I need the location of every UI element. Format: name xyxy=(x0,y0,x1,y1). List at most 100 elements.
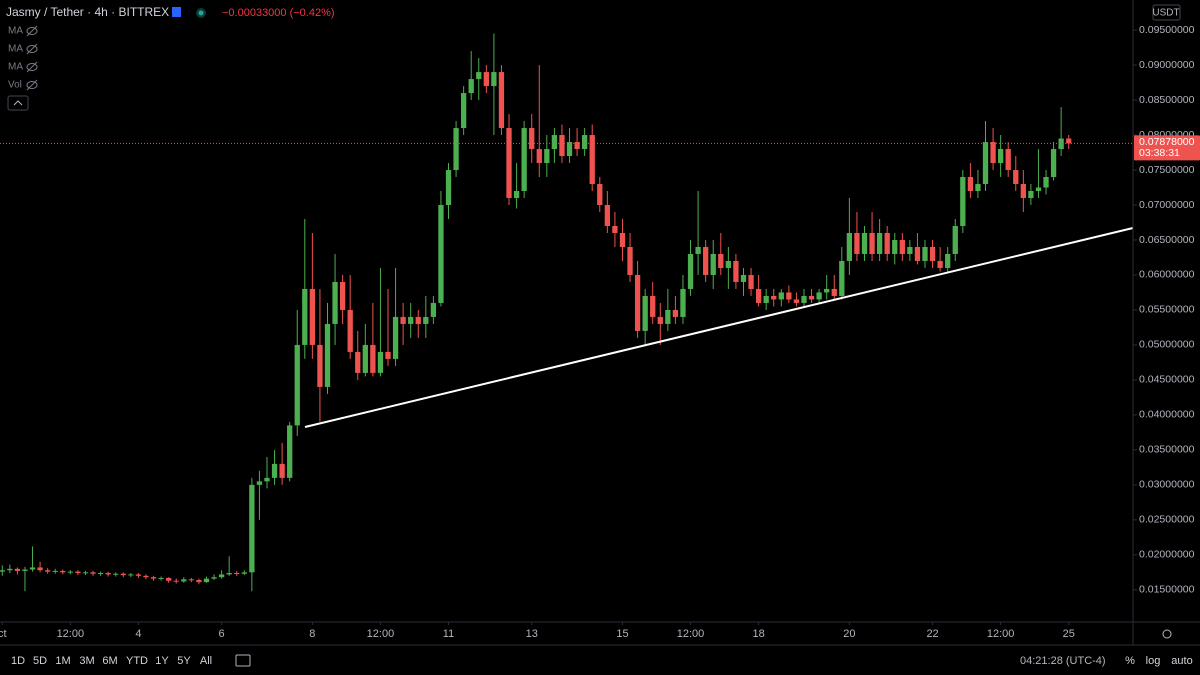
y-tick-label: 0.03500000 xyxy=(1139,444,1195,456)
range-button[interactable]: 1D xyxy=(11,655,25,667)
scale-option[interactable]: % xyxy=(1125,655,1135,667)
candle-body xyxy=(468,79,474,94)
candle-body xyxy=(0,570,5,572)
flag[interactable] xyxy=(172,7,181,17)
candle-body xyxy=(82,572,89,574)
candle-body xyxy=(945,253,951,268)
y-tick-label: 0.07500000 xyxy=(1139,164,1195,176)
x-tick-label: 18 xyxy=(752,628,764,640)
y-tick-label: 0.03000000 xyxy=(1139,479,1195,491)
candle-body xyxy=(445,170,452,206)
visibility-icon[interactable] xyxy=(26,63,38,71)
candle-body xyxy=(544,149,550,164)
candle-body xyxy=(1050,149,1057,178)
candle-body xyxy=(929,246,936,261)
visibility-icon[interactable] xyxy=(26,27,38,35)
range-button[interactable]: YTD xyxy=(126,655,148,667)
candle-body xyxy=(279,463,285,478)
candle-body xyxy=(37,567,43,571)
y-tick-label: 0.06000000 xyxy=(1139,269,1195,281)
collapse-button[interactable] xyxy=(7,95,29,111)
x-tick-label: 25 xyxy=(1063,628,1075,640)
x-tick-label: 12:00 xyxy=(57,628,85,640)
date-range-icon[interactable] xyxy=(235,654,251,667)
candle-body xyxy=(309,288,316,345)
candle-body xyxy=(755,288,762,303)
settings-icon[interactable] xyxy=(1162,629,1172,639)
candle-body xyxy=(604,205,610,226)
candle-body xyxy=(90,572,96,574)
visibility-icon[interactable] xyxy=(26,81,38,89)
candle-body xyxy=(839,260,845,296)
candle-body xyxy=(529,128,535,150)
candle-body xyxy=(506,128,512,199)
candle-body xyxy=(876,232,883,254)
visibility-slash xyxy=(26,61,38,73)
candle-body xyxy=(67,571,73,573)
candle-body xyxy=(937,260,943,268)
candle-body xyxy=(324,323,331,387)
candle-body xyxy=(665,309,671,324)
candle-body xyxy=(808,295,815,300)
candle-body xyxy=(831,288,837,296)
candle-body xyxy=(748,274,754,289)
y-tick-label: 0.08500000 xyxy=(1139,94,1195,106)
scale-option[interactable]: log xyxy=(1146,655,1161,667)
range-button[interactable]: 5Y xyxy=(177,655,191,667)
candle-body xyxy=(113,573,119,575)
candle-body xyxy=(385,351,391,359)
candle-body xyxy=(453,128,459,171)
range-button[interactable]: 5D xyxy=(33,655,47,667)
candle-body xyxy=(97,573,104,575)
candle-body xyxy=(14,568,21,571)
range-button[interactable]: 1M xyxy=(55,655,70,667)
range-button[interactable]: All xyxy=(200,655,212,667)
range-button[interactable]: 1Y xyxy=(155,655,169,667)
candle-body xyxy=(438,205,444,303)
candle-body xyxy=(196,580,202,583)
candle-body xyxy=(619,232,626,247)
range-button[interactable]: 3M xyxy=(79,655,94,667)
indicator-label: MA xyxy=(8,44,23,55)
candle-body xyxy=(60,570,66,573)
candle-body xyxy=(816,292,822,300)
candle-body xyxy=(362,344,368,373)
candle-body xyxy=(997,149,1004,164)
scale-option[interactable]: auto xyxy=(1171,655,1192,667)
candle-body xyxy=(317,344,323,387)
visibility-icon[interactable] xyxy=(26,45,38,53)
candle-body xyxy=(150,577,157,579)
candle-body xyxy=(703,246,709,275)
candle-body xyxy=(778,292,784,300)
currency-box[interactable] xyxy=(1152,4,1181,21)
candle-body xyxy=(400,316,406,324)
x-tick-label: 22 xyxy=(926,628,938,640)
last-price-label: 0.07878000 xyxy=(1139,136,1195,148)
candle-body xyxy=(256,481,263,485)
candle-body xyxy=(612,225,618,233)
y-tick-label: 0.09000000 xyxy=(1139,59,1195,71)
candle-body xyxy=(627,246,633,275)
candle-body xyxy=(642,295,648,331)
candle-body xyxy=(181,579,187,582)
candle-body xyxy=(392,316,399,359)
candle-body xyxy=(990,142,996,164)
candle-body xyxy=(423,316,429,324)
y-tick-label: 0.02000000 xyxy=(1139,549,1195,561)
x-tick-label: 20 xyxy=(843,628,855,640)
y-tick-label: 0.07000000 xyxy=(1139,199,1195,211)
y-tick-label: 0.04000000 xyxy=(1139,409,1195,421)
range-button[interactable]: 6M xyxy=(102,655,117,667)
candle-body xyxy=(128,574,134,576)
price-change: −0.00033000 (−0.42%) xyxy=(222,7,335,19)
candle-body xyxy=(657,316,663,324)
candle-body xyxy=(1013,170,1019,185)
y-tick-label: 0.05500000 xyxy=(1139,304,1195,316)
y-tick-label: 0.09500000 xyxy=(1139,24,1195,36)
candle-body xyxy=(483,72,489,87)
candle-body xyxy=(801,295,807,303)
candle-body xyxy=(45,570,51,572)
candle-body xyxy=(22,569,28,571)
